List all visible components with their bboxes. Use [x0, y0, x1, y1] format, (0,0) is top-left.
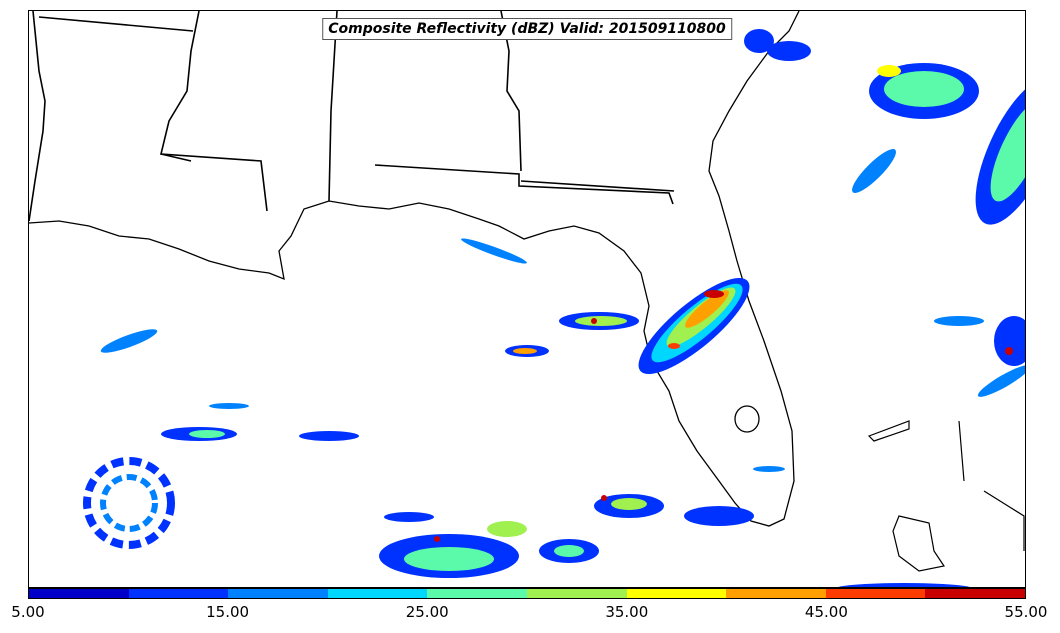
- lake-okeechobee: [734, 405, 760, 433]
- colorbar-segment: [228, 589, 328, 598]
- reflectivity-echoes: [83, 29, 1025, 587]
- colorbar-tick-label: 25.00: [405, 603, 449, 621]
- colorbar: [28, 588, 1026, 599]
- state-borders: [29, 11, 675, 222]
- colorbar-tick-label: 45.00: [804, 603, 848, 621]
- colorbar-tick-label: 15.00: [206, 603, 250, 621]
- bahamas-outline: [867, 420, 1025, 551]
- map-panel: Composite Reflectivity (dBZ) Valid: 2015…: [28, 10, 1026, 588]
- map-title: Composite Reflectivity (dBZ) Valid: 2015…: [322, 18, 732, 40]
- colorbar-segment: [726, 589, 826, 598]
- colorbar-segment: [29, 589, 129, 598]
- gulf-coastline: [29, 11, 800, 527]
- colorbar-tick-label: 55.00: [1004, 603, 1048, 621]
- colorbar-segment: [825, 589, 926, 598]
- colorbar-segment: [626, 589, 727, 598]
- colorbar-tick-label: 35.00: [605, 603, 649, 621]
- colorbar-segment: [327, 589, 428, 598]
- cuba-coastline: [892, 515, 945, 572]
- colorbar-tick-label: 5.00: [11, 603, 45, 621]
- colorbar-segment: [427, 589, 527, 598]
- colorbar-segment: [128, 589, 229, 598]
- colorbar-segment: [925, 589, 1025, 598]
- colorbar-segment: [526, 589, 627, 598]
- reflectivity-map: [29, 11, 1025, 587]
